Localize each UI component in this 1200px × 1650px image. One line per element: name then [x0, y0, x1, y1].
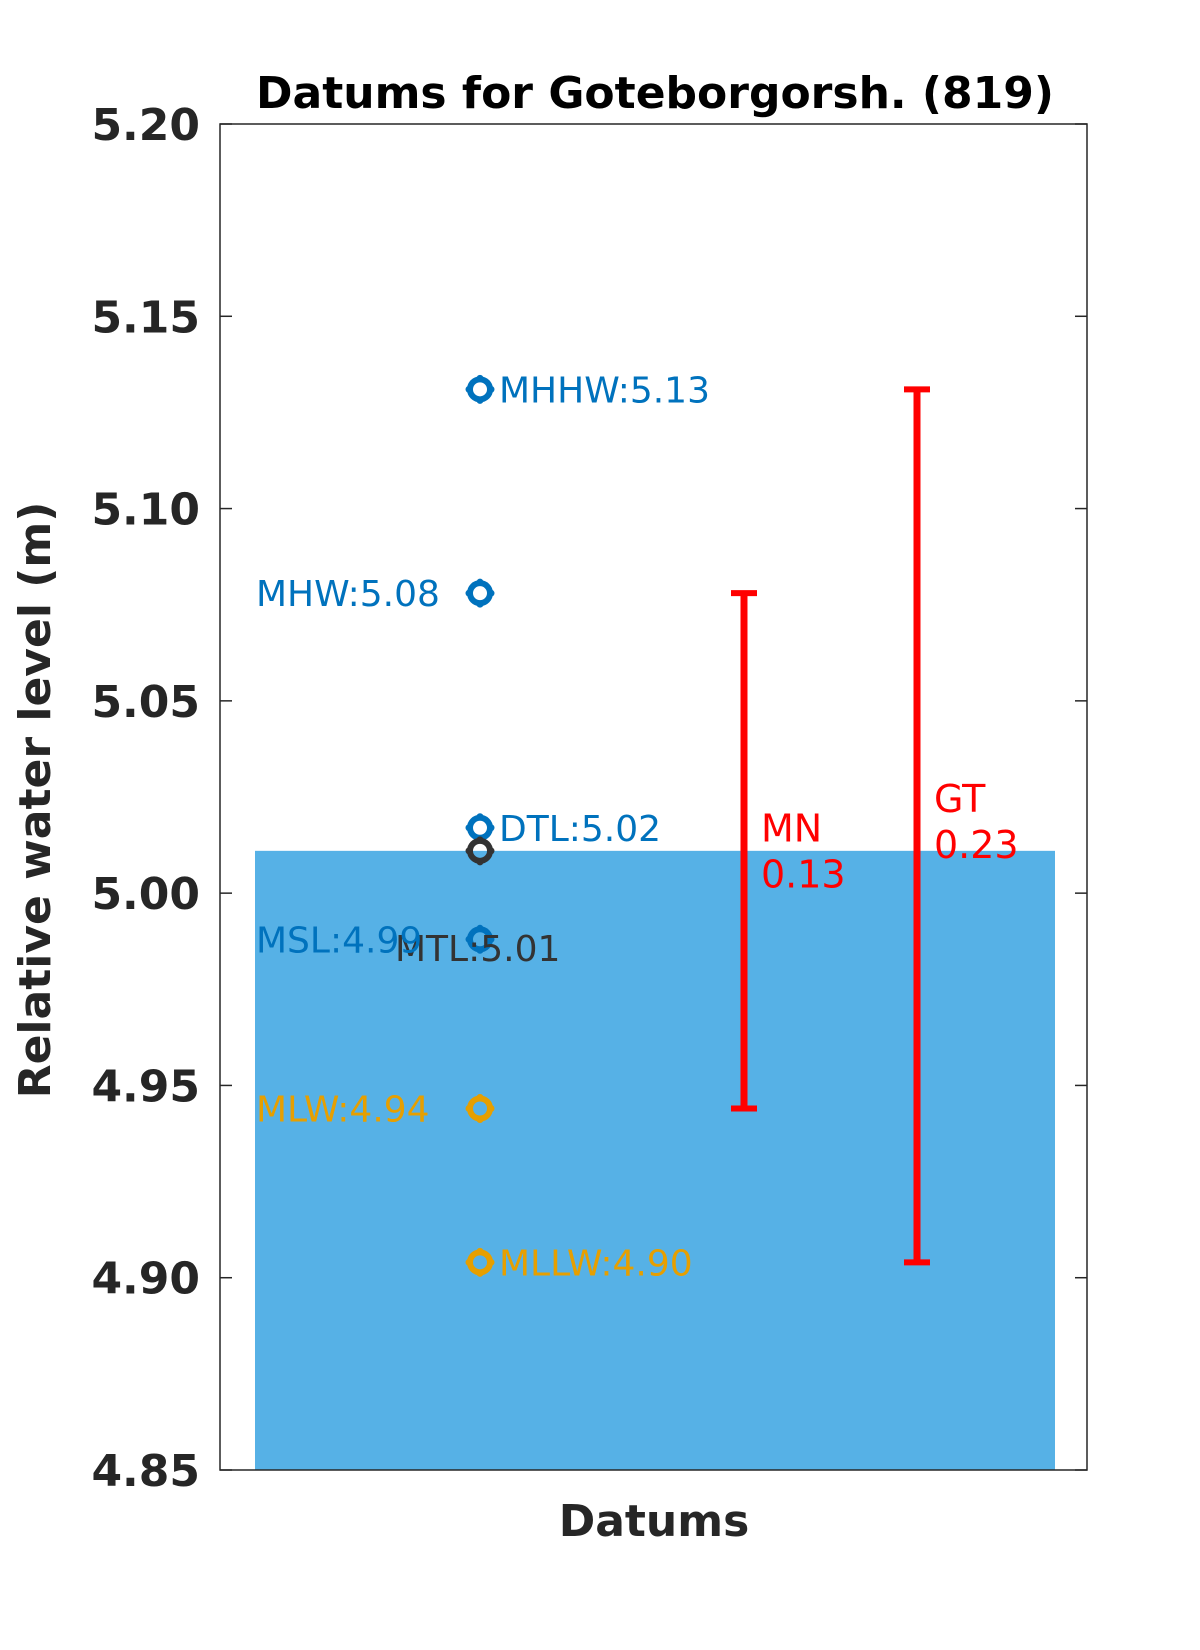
datum-marker-mhw — [465, 578, 495, 608]
datum-markers — [465, 374, 495, 1277]
y-axis-label: Relative water level (m) — [10, 502, 61, 1099]
plot-frame — [219, 123, 1088, 1471]
datum-label-mllw: MLLW:4.90 — [499, 1243, 693, 1284]
marker-cap — [487, 847, 495, 855]
marker-cap — [487, 385, 495, 393]
marker-cap — [465, 935, 473, 943]
datum-label-mlw: MLW:4.94 — [256, 1090, 430, 1131]
marker-ring — [467, 580, 493, 607]
datum-label-mhw: MHW:5.08 — [256, 574, 440, 615]
datum-marker-mtl — [465, 836, 495, 866]
marker-cap — [476, 836, 484, 844]
marker-cap — [476, 813, 484, 821]
datum-marker-msl — [465, 924, 495, 954]
y-tick-label: 4.85 — [91, 1446, 200, 1497]
y-tick-label: 5.00 — [91, 869, 200, 920]
marker-cap — [476, 946, 484, 954]
axes: 4.85 4.90 4.95 5.00 5.05 5.10 5.15 5.20 — [91, 100, 1088, 1497]
marker-cap — [476, 374, 484, 382]
range-label-value: 0.23 — [934, 823, 1019, 867]
y-tick-label: 4.90 — [91, 1254, 200, 1305]
marker-cap — [476, 1094, 484, 1102]
background-bar — [255, 850, 1055, 1470]
y-tick-label: 5.20 — [91, 100, 200, 151]
datum-labels: MHHW:5.13 MHW:5.08 DTL:5.02 MTL:5.01MSL:4.9… — [256, 370, 710, 1284]
x-axis-label: Datums — [559, 1496, 750, 1547]
y-tick-label: 4.95 — [91, 1061, 200, 1112]
range-label-value: 0.13 — [761, 853, 846, 897]
background-bar-layer — [255, 850, 1055, 1470]
marker-cap — [476, 1269, 484, 1277]
datum-label-mhhw: MHHW:5.13 — [499, 370, 710, 411]
marker-cap — [487, 935, 495, 943]
marker-cap — [487, 589, 495, 597]
range-label-name: MN — [761, 807, 822, 851]
y-tick-label: 5.15 — [91, 292, 200, 343]
marker-cap — [476, 578, 484, 586]
marker-ring — [467, 376, 493, 403]
y-tick-label: 5.10 — [91, 485, 200, 536]
marker-cap — [476, 858, 484, 866]
datum-marker-mllw — [465, 1247, 495, 1277]
datum-label-msl: MSL:4.99 — [256, 920, 422, 961]
chart-title: Datums for Goteborgorsh. (819) — [256, 68, 1054, 119]
marker-cap — [476, 1116, 484, 1124]
marker-cap — [476, 600, 484, 608]
datum-marker-mlw — [465, 1094, 495, 1124]
datum-marker-mhhw — [465, 374, 495, 404]
marker-cap — [465, 824, 473, 832]
marker-ring — [467, 814, 493, 841]
marker-cap — [487, 1105, 495, 1113]
y-tick-label: 5.05 — [91, 677, 200, 728]
marker-cap — [465, 589, 473, 597]
datum-label-mtl: MTL:5.01 — [395, 929, 560, 970]
marker-cap — [476, 1247, 484, 1255]
marker-cap — [465, 1105, 473, 1113]
marker-cap — [465, 1258, 473, 1266]
marker-cap — [476, 396, 484, 404]
marker-cap — [476, 924, 484, 932]
range-bars: MN0.13 GT0.23 — [731, 386, 1019, 1266]
marker-cap — [487, 1258, 495, 1266]
range-label-name: GT — [934, 777, 986, 821]
datum-label-dtl: DTL:5.02 — [499, 809, 661, 850]
marker-cap — [487, 824, 495, 832]
marker-cap — [465, 385, 473, 393]
marker-cap — [465, 847, 473, 855]
